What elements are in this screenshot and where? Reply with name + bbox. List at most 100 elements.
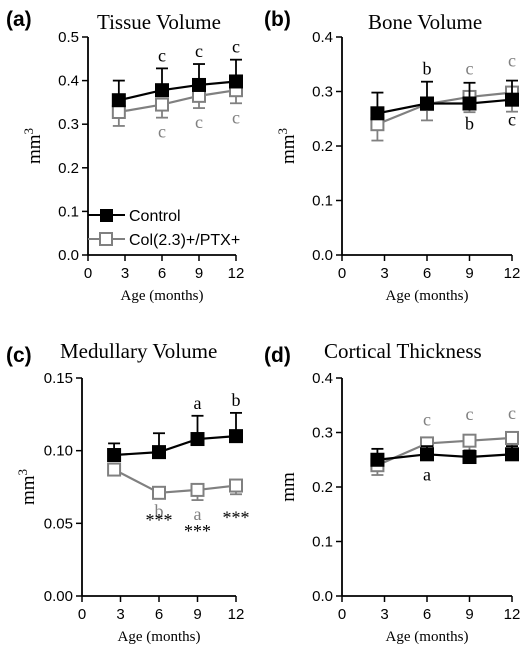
data-point <box>420 96 434 111</box>
y-tick-label: 0.05 <box>44 515 73 532</box>
y-axis-label: mm3 <box>275 128 300 164</box>
data-point <box>370 106 385 121</box>
annotation-label: c <box>466 404 474 424</box>
x-tick-label: 0 <box>338 265 346 282</box>
series-control: a <box>370 445 519 484</box>
panel-b: (b) Bone Volume 0.0 0.1 0.2 0.3 0.4 0 3 6 9 12 Age (… <box>264 8 520 304</box>
y-tick-label: 0.3 <box>58 116 79 133</box>
annotation-label: c <box>508 403 516 423</box>
y-tick-label: 0.4 <box>312 370 333 387</box>
y-tick-label: 0.00 <box>44 588 73 605</box>
annotation-label: c <box>466 59 474 79</box>
y-axis-label: mm3 <box>15 469 40 505</box>
y-tick-label: 0.2 <box>312 138 333 155</box>
x-tick-label: 0 <box>78 606 86 623</box>
y-tick-label: 0.4 <box>312 29 333 46</box>
panel-letter: (b) <box>264 8 291 31</box>
annotation-label: c <box>508 51 516 71</box>
data-point <box>462 450 477 465</box>
x-tick-label: 9 <box>465 606 473 623</box>
series-line <box>377 98 513 115</box>
legend-marker-treated <box>99 232 113 246</box>
data-point <box>155 83 169 98</box>
data-point <box>505 430 519 445</box>
y-tick-label: 0.1 <box>312 193 333 210</box>
annotation-label: c <box>158 45 166 65</box>
significance-stars: *** <box>146 510 173 530</box>
series-control: b b c <box>370 59 519 133</box>
annotation-label: c <box>195 112 203 132</box>
x-tick-label: 12 <box>228 606 245 623</box>
annotation-label: b <box>155 501 164 521</box>
data-point <box>462 96 477 111</box>
data-point <box>462 433 477 448</box>
data-point <box>111 104 126 119</box>
panel-a: (a) Tissue Volume 0.0 0.1 0.2 0.3 0.4 0.5 0 3 6 9 12… <box>6 8 244 304</box>
y-tick-label: 0.0 <box>312 247 333 264</box>
panel-title: Medullary Volume <box>60 339 217 363</box>
y-tick-label: 0.3 <box>312 84 333 101</box>
x-tick-label: 9 <box>195 265 203 282</box>
series-line <box>114 435 237 457</box>
data-point <box>420 447 434 462</box>
annotation-label: b <box>423 59 432 79</box>
x-tick-label: 3 <box>116 606 124 623</box>
annotation-label: c <box>232 107 240 127</box>
data-point <box>190 482 205 497</box>
series-line <box>118 89 237 114</box>
y-tick-label: 0.1 <box>312 534 333 551</box>
legend: Control Col(2.3)+/PTX+ <box>88 208 240 249</box>
panel-d: (d) Cortical Thickness 0.0 0.1 0.2 0.3 0.4 0 3 6 9… <box>264 339 520 645</box>
x-tick-label: 0 <box>338 606 346 623</box>
data-point <box>155 97 169 112</box>
panel-c: (c) Medullary Volume 0.00 0.05 0.10 0.15 0 3 6 9 1… <box>6 339 250 645</box>
annotation-label: b <box>232 390 241 410</box>
data-point <box>229 74 243 89</box>
x-tick-label: 12 <box>504 265 520 282</box>
x-tick-label: 3 <box>380 265 388 282</box>
y-tick-label: 0.4 <box>58 73 79 90</box>
annotation-label: a <box>423 464 431 484</box>
annotation-label: a <box>194 393 202 413</box>
data-point <box>229 429 243 444</box>
panel-letter: (d) <box>264 344 291 367</box>
legend-label-treated: Col(2.3)+/PTX+ <box>129 232 240 249</box>
y-tick-label: 0.2 <box>58 160 79 177</box>
data-point <box>152 485 166 500</box>
series-line <box>377 453 513 461</box>
x-tick-label: 6 <box>158 265 166 282</box>
series-line <box>377 91 513 126</box>
series-line <box>376 436 513 467</box>
y-tick-label: 0.15 <box>44 370 73 387</box>
series-line <box>118 80 237 102</box>
annotation-label: a <box>194 504 202 524</box>
y-axis-label: mm3 <box>21 128 46 164</box>
y-tick-label: 0.0 <box>58 247 79 264</box>
y-tick-label: 0.2 <box>312 479 333 496</box>
x-tick-label: 3 <box>121 265 129 282</box>
y-axis-label: mm <box>278 472 299 502</box>
x-axis-label: Age (months) <box>121 288 204 304</box>
series-col-ptx: b a********* <box>107 462 250 541</box>
panel-title: Cortical Thickness <box>324 339 482 363</box>
data-point <box>190 432 205 447</box>
x-tick-label: 9 <box>193 606 201 623</box>
x-axis-label: Age (months) <box>118 629 201 645</box>
annotation-label: b <box>465 113 474 133</box>
panel-letter: (a) <box>6 8 32 31</box>
y-tick-label: 0.0 <box>312 588 333 605</box>
x-tick-label: 12 <box>228 265 245 282</box>
y-tick-label: 0.1 <box>58 203 79 220</box>
panel-letter: (c) <box>6 344 32 367</box>
data-point <box>192 77 206 92</box>
x-axis-label: Age (months) <box>386 629 469 645</box>
significance-stars: *** <box>184 521 211 541</box>
panel-title: Tissue Volume <box>97 10 221 34</box>
data-point <box>152 445 166 460</box>
x-tick-label: 12 <box>504 606 520 623</box>
